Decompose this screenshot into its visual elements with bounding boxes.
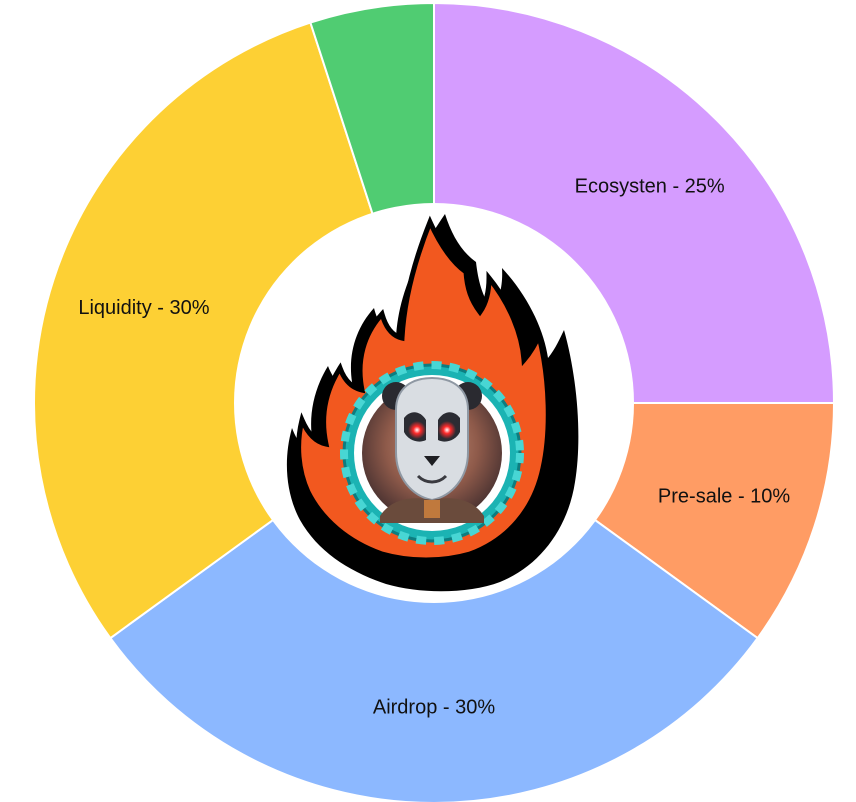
slice-label-1: Pre-sale - 10% (658, 486, 790, 508)
fire-panda-logo (286, 214, 579, 592)
slice-label-0: Ecosysten - 25% (575, 176, 725, 198)
chart-slices (33, 1, 836, 802)
slice-label-3: Liquidity - 30% (78, 297, 209, 319)
robot-panda-icon (380, 376, 484, 523)
slice-labels: Ecosysten - 25% Pre-sale - 10% Airdrop - 3… (78, 176, 790, 719)
slice-label-2: Airdrop - 30% (373, 696, 495, 718)
